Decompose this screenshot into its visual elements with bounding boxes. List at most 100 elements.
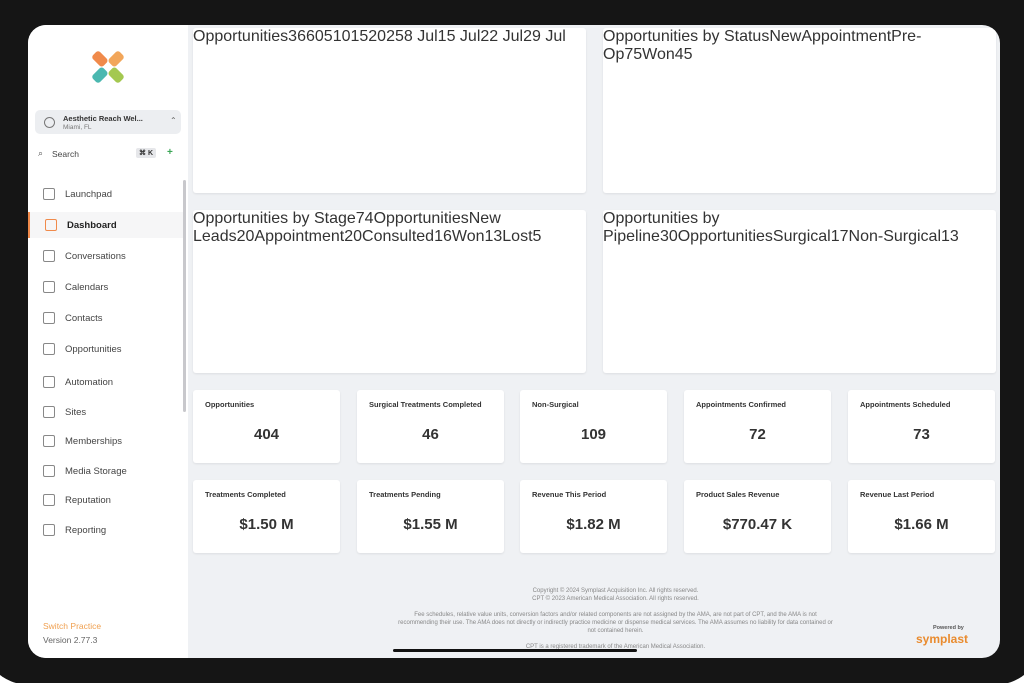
- nav-label: Contacts: [65, 313, 103, 324]
- legend-value: 13: [484, 228, 503, 245]
- legend-label: Won: [642, 46, 675, 63]
- kpi-card: Treatments Completed $1.50 M: [193, 480, 340, 553]
- y-tick-label: 10: [332, 28, 351, 45]
- brand: symplast: [916, 632, 969, 646]
- nav-item[interactable]: Reputation: [28, 487, 183, 513]
- kpi-card: Revenue Last Period $1.66 M: [848, 480, 995, 553]
- legend-label: Non-Surgical: [848, 228, 941, 245]
- chart-svg: Opportunities36605101520258 Jul15 Jul22 …: [193, 28, 566, 46]
- search-label: Search: [52, 149, 79, 159]
- total: 366: [288, 28, 315, 45]
- sidebar: Aesthetic Reach Wel... Miami, FL ⌃ ⌕ Sea…: [28, 25, 188, 658]
- legend-value: 20: [344, 228, 363, 245]
- legend-value: 45: [674, 46, 693, 63]
- nav-icon: [43, 281, 55, 293]
- nav-item[interactable]: Dashboard: [28, 212, 185, 238]
- kpi-card: Appointments Confirmed 72: [684, 390, 831, 463]
- legend-label: Pre-Op: [603, 28, 922, 63]
- nav-item[interactable]: Contacts: [28, 305, 183, 331]
- account-name: Aesthetic Reach Wel...: [63, 114, 143, 123]
- y-tick-label: 0: [314, 28, 324, 45]
- center-total: 74: [355, 210, 374, 227]
- nav-item[interactable]: Launchpad: [28, 181, 183, 207]
- nav-icon: [43, 376, 55, 388]
- legend-label: Won: [451, 228, 485, 245]
- switch-practice[interactable]: Switch Practice: [43, 621, 102, 631]
- center-label: Opportunities: [677, 228, 773, 245]
- copyright: CPT © 2023 American Medical Association.…: [532, 596, 699, 602]
- kpi-value: 109: [580, 426, 607, 443]
- kpi-value: 73: [913, 426, 930, 443]
- powered-by: Powered by: [933, 625, 964, 631]
- nav-item[interactable]: Calendars: [28, 274, 183, 300]
- nav-label: Calendars: [65, 282, 109, 293]
- nav-label: Memberships: [65, 436, 123, 447]
- nav-item[interactable]: Conversations: [28, 243, 183, 269]
- legend-value: 16: [434, 228, 452, 245]
- nav-item[interactable]: Memberships: [28, 428, 183, 454]
- nav-icon: [43, 494, 55, 506]
- nav-item[interactable]: Automation: [28, 369, 183, 395]
- y-tick-label: 15: [350, 28, 369, 45]
- version: Version 2.77.3: [43, 635, 98, 645]
- search[interactable]: ⌕ Search ⌘ K +: [35, 147, 181, 161]
- y-tick-label: 5: [323, 28, 333, 45]
- legend-value: 13: [941, 228, 959, 245]
- kpi-card: Appointments Scheduled 73: [848, 390, 995, 463]
- shortcut: ⌘ K: [136, 148, 156, 158]
- kpi-card: Non-Surgical 109: [520, 390, 667, 463]
- x-tick-label: 15 Jul: [437, 28, 481, 45]
- kpi-label: Revenue This Period: [532, 490, 607, 499]
- nav-label: Sites: [65, 407, 87, 418]
- search-icon: ⌕: [38, 148, 44, 158]
- nav-label: Reporting: [65, 525, 107, 536]
- kpi-value: $770.47 K: [722, 516, 793, 533]
- kpi-label: Product Sales Revenue: [696, 490, 780, 499]
- nav-label: Dashboard: [67, 220, 117, 231]
- kpi-value: 404: [253, 426, 280, 443]
- nav-item[interactable]: Opportunities: [28, 336, 183, 362]
- center-label: Opportunities: [373, 210, 469, 227]
- chart-svg: Opportunities by Pipeline30Opportunities…: [603, 210, 996, 246]
- nav-label: Media Storage: [65, 466, 127, 477]
- chart-title: Opportunities: [193, 28, 289, 45]
- disclaimer: Fee schedules, relative value units, con…: [398, 612, 833, 634]
- kpi-label: Appointments Scheduled: [860, 400, 951, 409]
- legend-value: 5: [532, 228, 542, 245]
- legend-label: Appointment: [801, 28, 892, 45]
- nav-icon: [43, 465, 55, 477]
- nav-item[interactable]: Reporting: [28, 517, 183, 543]
- kpi-label: Surgical Treatments Completed: [369, 400, 482, 409]
- copyright: Copyright © 2024 Symplast Acquisition In…: [532, 588, 699, 594]
- chart-svg: Opportunities by Stage74OpportunitiesNew…: [193, 210, 586, 246]
- kpi-card: Surgical Treatments Completed 46: [357, 390, 504, 463]
- nav-icon: [43, 524, 55, 536]
- nav-icon: [43, 188, 55, 200]
- nav-label: Automation: [65, 377, 114, 388]
- logo: [92, 51, 124, 83]
- scrollbar: [183, 180, 186, 412]
- chart-panel: Opportunities by Pipeline30Opportunities…: [603, 210, 996, 373]
- kpi-card: Product Sales Revenue $770.47 K: [684, 480, 831, 553]
- x-tick-label: 8 Jul: [403, 28, 438, 45]
- legend-value: 75: [624, 46, 643, 63]
- account-location: Miami, FL: [63, 124, 92, 131]
- nav-icon: [45, 219, 57, 231]
- nav-label: Conversations: [65, 251, 126, 262]
- kpi-card: Revenue This Period $1.82 M: [520, 480, 667, 553]
- screen: Aesthetic Reach Wel... Miami, FL ⌃ ⌕ Sea…: [28, 25, 1000, 658]
- nav-label: Opportunities: [65, 344, 122, 355]
- account-switcher[interactable]: Aesthetic Reach Wel... Miami, FL ⌃: [35, 110, 181, 134]
- nav-label: Launchpad: [65, 189, 113, 200]
- chart-title: Opportunities by Status: [603, 28, 770, 45]
- kpi-value: 46: [422, 426, 439, 443]
- nav-item[interactable]: Media Storage: [28, 458, 183, 484]
- legend-value: 17: [830, 228, 849, 245]
- kpi-label: Non-Surgical: [532, 400, 579, 409]
- legend-label: Surgical: [772, 228, 831, 245]
- kpi-value: $1.55 M: [403, 516, 458, 533]
- nav-item[interactable]: Sites: [28, 399, 183, 425]
- chart-title: Opportunities by Stage: [193, 210, 356, 227]
- add-button[interactable]: +: [167, 147, 173, 158]
